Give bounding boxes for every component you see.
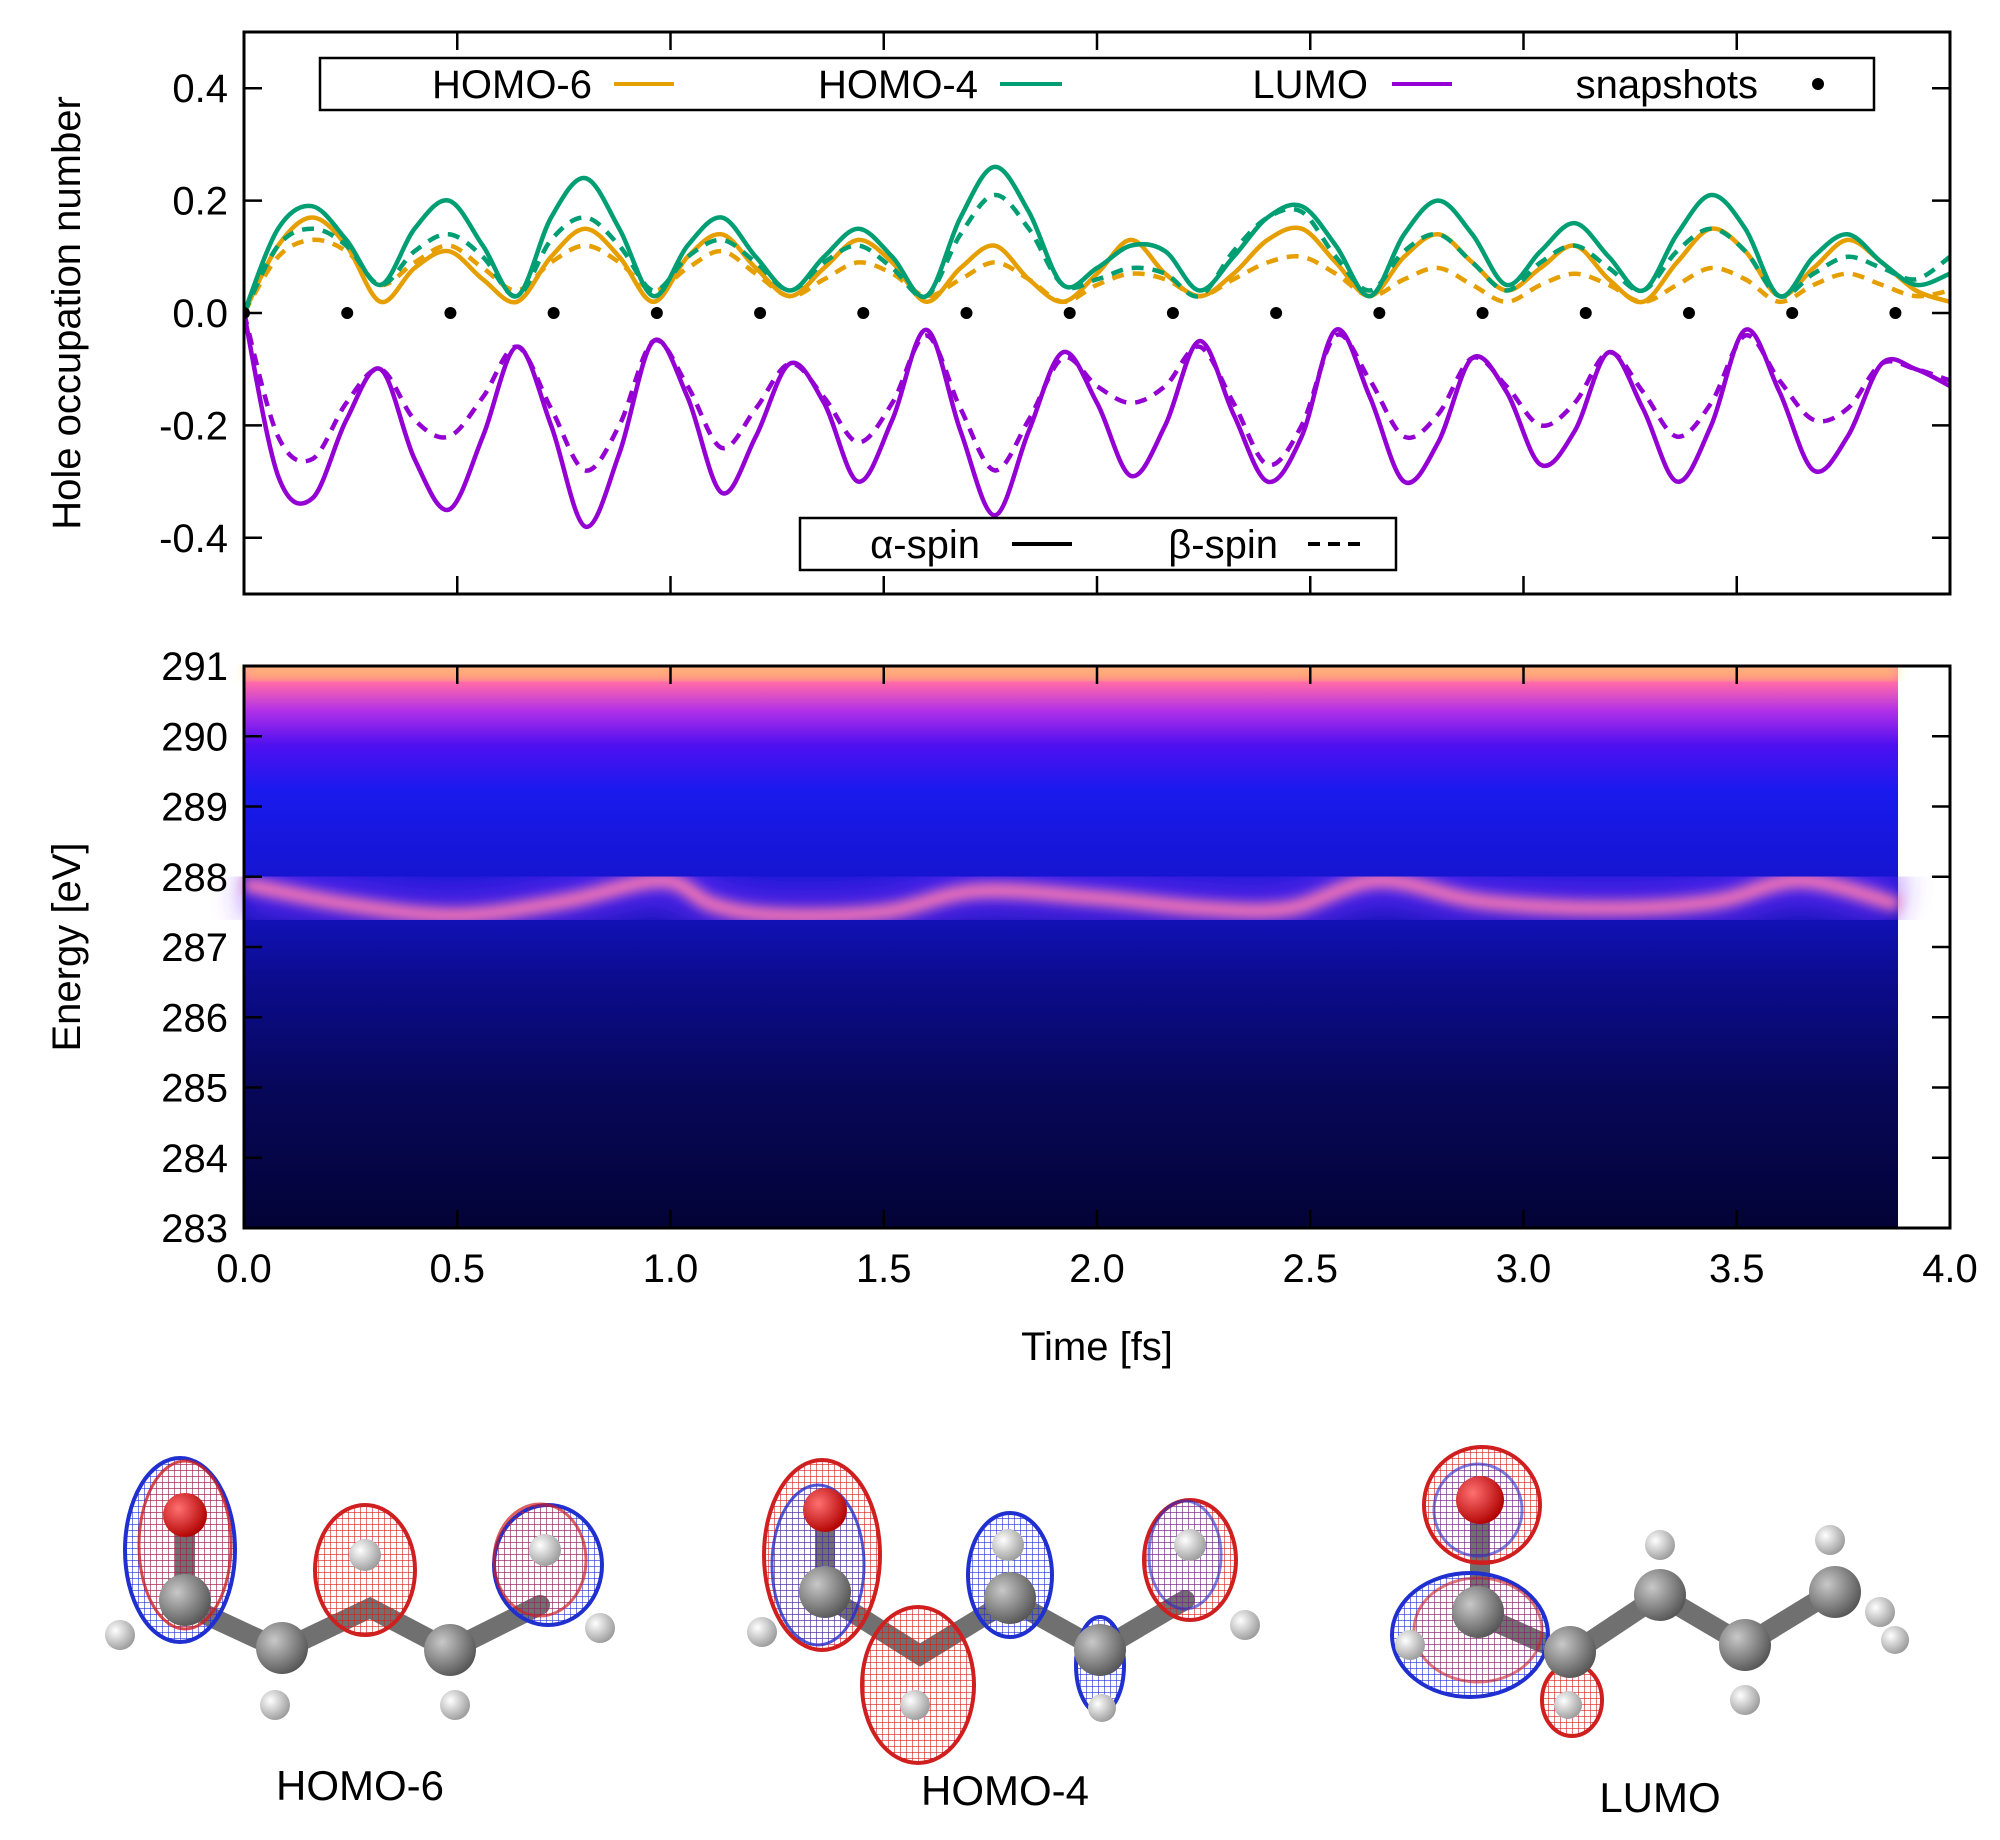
orbital-label-homo6: HOMO-6 xyxy=(276,1762,444,1809)
series-line-lumo-alpha xyxy=(244,312,1950,529)
legend-label-alpha-spin: α-spin xyxy=(870,523,980,567)
snapshot-points xyxy=(244,307,1902,319)
snapshot-point xyxy=(341,307,354,319)
snapshot-point xyxy=(857,307,870,319)
occupation-panel: 0.4 0.2 0.0 -0.2 -0.4 Hole occupation number… xyxy=(45,30,1952,596)
snapshot-point xyxy=(1476,307,1489,319)
spectrum-top-band xyxy=(244,666,1898,680)
series-line-homo4-beta xyxy=(244,192,1950,315)
spectrum-xtick-label: 3.0 xyxy=(1496,1247,1552,1291)
snapshot-point xyxy=(1682,307,1695,319)
snapshot-point xyxy=(1579,307,1592,319)
snapshot-point xyxy=(1270,307,1283,319)
orbital-label-lumo: LUMO xyxy=(1599,1774,1720,1821)
spectrum-peak-ridge xyxy=(242,873,1901,923)
orbital-legend: HOMO-6 HOMO-4 LUMO snapshots xyxy=(318,56,1876,112)
snapshot-point xyxy=(1373,307,1386,319)
spectrum-ytick-label: 284 xyxy=(161,1137,228,1181)
spectrum-xtick-label: 3.5 xyxy=(1709,1247,1765,1291)
orbital-homo6-image xyxy=(105,1456,615,1720)
snapshot-point xyxy=(1889,307,1902,319)
occupation-plot-frame xyxy=(242,30,1952,596)
spin-legend-box xyxy=(798,516,1398,572)
snapshot-point xyxy=(1063,307,1076,319)
occupation-ytick-label: -0.4 xyxy=(159,517,228,561)
snapshot-point xyxy=(444,307,457,319)
spectrum-ytick-label: 291 xyxy=(161,645,228,689)
snapshot-point xyxy=(754,307,767,319)
series-line-homo6-alpha xyxy=(244,215,1950,315)
legend-label-lumo: LUMO xyxy=(1252,63,1368,107)
snapshot-point xyxy=(547,307,560,319)
spectrum-ytick-label: 290 xyxy=(161,715,228,759)
occupation-ytick-label: 0.2 xyxy=(172,180,228,224)
occupation-series xyxy=(244,164,1950,529)
occupation-ytick-label: 0.4 xyxy=(172,67,228,111)
orbital-lumo-image xyxy=(1390,1445,1909,1738)
series-line-homo4-alpha xyxy=(244,164,1950,314)
snapshot-point xyxy=(1786,307,1799,319)
spin-legend: α-spin β-spin xyxy=(798,516,1398,572)
legend-label-homo6: HOMO-6 xyxy=(432,63,592,107)
spectrum-xtick-label: 2.5 xyxy=(1282,1247,1338,1291)
snapshot-point xyxy=(1166,307,1179,319)
legend-swatch-snapshots xyxy=(1812,78,1824,90)
spectrum-heatmap-background xyxy=(244,666,1898,1228)
spectrum-xtick-label: 0.5 xyxy=(429,1247,485,1291)
spectrum-y-axis-label: Energy [eV] xyxy=(45,842,89,1051)
snapshot-point xyxy=(960,307,973,319)
occupation-ytick-label: -0.2 xyxy=(159,404,228,448)
spectrum-ytick-label: 285 xyxy=(161,1067,228,1111)
occupation-ytick-label: 0.0 xyxy=(172,292,228,336)
spectrum-ytick-label: 283 xyxy=(161,1207,228,1251)
series-line-lumo-beta xyxy=(244,312,1950,473)
spectrum-xtick-label: 1.5 xyxy=(856,1247,912,1291)
spectrum-x-axis-label: Time [fs] xyxy=(1021,1325,1173,1369)
orbital-illustrations: HOMO-6 HOMO-4 LUMO xyxy=(105,1445,1909,1821)
spectrum-xtick-label: 4.0 xyxy=(1922,1247,1978,1291)
spectrum-ytick-label: 289 xyxy=(161,786,228,830)
legend-label-snapshots: snapshots xyxy=(1576,63,1758,107)
orbital-label-homo4: HOMO-4 xyxy=(921,1767,1089,1814)
spectrum-xtick-label: 0.0 xyxy=(216,1247,272,1291)
spectrum-ytick-label: 286 xyxy=(161,996,228,1040)
occupation-y-axis-label: Hole occupation number xyxy=(45,96,89,530)
legend-label-beta-spin: β-spin xyxy=(1168,523,1278,567)
snapshot-point xyxy=(650,307,663,319)
spectrum-ytick-label: 288 xyxy=(161,856,228,900)
occupation-ticks: 0.4 0.2 0.0 -0.2 -0.4 xyxy=(159,32,1950,594)
spectrum-ytick-label: 287 xyxy=(161,926,228,970)
spectrum-xtick-label: 1.0 xyxy=(643,1247,699,1291)
orbital-legend-box xyxy=(318,56,1876,112)
legend-label-homo4: HOMO-4 xyxy=(818,63,978,107)
spectrum-xtick-label: 2.0 xyxy=(1069,1247,1125,1291)
orbital-homo4-image xyxy=(747,1458,1260,1765)
